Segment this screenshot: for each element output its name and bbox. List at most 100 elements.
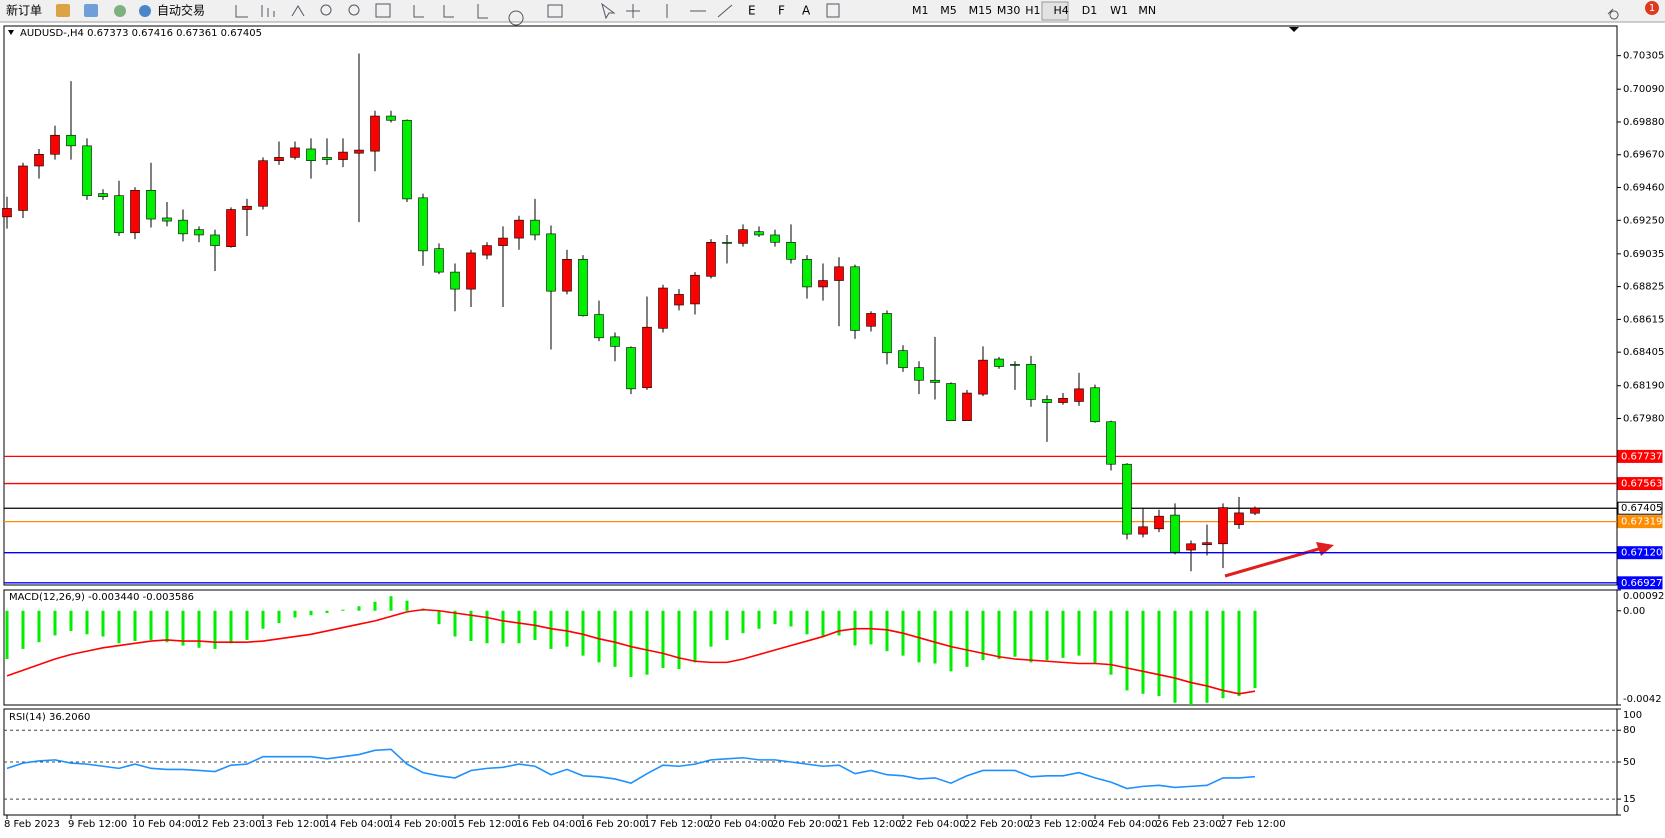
histogram-bar: [741, 610, 745, 634]
timeframe-button[interactable]: M1: [912, 4, 929, 17]
x-tick-label: 16 Feb 04:00: [516, 819, 582, 830]
chart-window: AUDUSD-,H4 0.67373 0.67416 0.67361 0.674…: [3, 25, 1618, 816]
histogram-bar: [965, 610, 969, 667]
histogram-bar: [645, 610, 649, 675]
timeframe-button[interactable]: M5: [940, 4, 957, 17]
y-tick-label: 100: [1623, 710, 1642, 721]
candle-body: [1170, 514, 1180, 553]
candle-body: [1058, 398, 1068, 403]
candle-body: [1122, 463, 1132, 535]
icon[interactable]: F: [778, 4, 785, 18]
candle-body: [1138, 526, 1148, 535]
timeframe-button[interactable]: H4: [1054, 4, 1069, 17]
candle-body: [226, 209, 236, 247]
candle-body: [194, 229, 204, 236]
price-label: 0.67737: [1621, 451, 1662, 462]
price-label-box: [1617, 477, 1663, 491]
candle-body: [962, 392, 972, 421]
candle-body: [1090, 387, 1100, 423]
candle-body: [82, 145, 92, 196]
icon[interactable]: [375, 3, 391, 18]
price-label-box: [1617, 576, 1663, 590]
histogram-bar: [229, 610, 233, 644]
candle-body: [514, 219, 524, 239]
histogram-bar: [181, 610, 185, 646]
candle-body: [1010, 364, 1020, 366]
icon[interactable]: A: [802, 4, 811, 18]
candle-body: [466, 252, 476, 290]
icon[interactable]: [84, 4, 98, 17]
histogram-bar: [757, 610, 761, 629]
macd-title: MACD(12,26,9) -0.003440 -0.003586: [9, 592, 194, 603]
x-tick-label: 23 Feb 12:00: [1028, 819, 1094, 830]
candle-body: [482, 245, 492, 256]
y-tick-label: 0.70090: [1623, 84, 1664, 95]
candle-body: [18, 165, 28, 211]
x-tick-label: 10 Feb 04:00: [132, 819, 198, 830]
histogram-bar: [549, 610, 553, 649]
main-title: AUDUSD-,H4 0.67373 0.67416 0.67361 0.674…: [20, 28, 262, 39]
histogram-bar: [709, 610, 713, 647]
candle-body: [242, 205, 252, 210]
icon[interactable]: [235, 5, 305, 18]
icon[interactable]: E: [748, 4, 756, 18]
histogram-bar: [1221, 610, 1225, 699]
price-label: 0.67405: [1621, 503, 1662, 514]
histogram-bar: [5, 610, 9, 659]
timeframe-button[interactable]: W1: [1110, 4, 1128, 17]
y-tick-label: 0.68405: [1623, 347, 1664, 358]
candle-body: [1042, 399, 1052, 403]
y-tick-label: 80: [1623, 725, 1636, 736]
icon[interactable]: [413, 2, 733, 26]
histogram-bar: [69, 610, 73, 631]
icon[interactable]: [826, 3, 840, 18]
histogram-bar: [453, 610, 457, 637]
macd-panel: [3, 589, 1618, 706]
icon[interactable]: [139, 5, 151, 17]
candle-body: [994, 358, 1004, 367]
timeframe-button[interactable]: M30: [997, 4, 1021, 17]
histogram-bar: [1189, 610, 1193, 705]
histogram-bar: [1173, 610, 1177, 703]
histogram-bar: [1093, 610, 1097, 664]
timeframe-button[interactable]: D1: [1082, 4, 1097, 17]
candle-body: [898, 350, 908, 368]
candle-body: [1202, 542, 1212, 546]
x-tick-label: 20 Feb 04:00: [708, 819, 774, 830]
x-tick-label: 13 Feb 12:00: [260, 819, 326, 830]
candle-body: [738, 229, 748, 244]
y-tick-label: 0.68615: [1623, 314, 1664, 325]
icon[interactable]: [348, 4, 360, 16]
icon[interactable]: [320, 4, 332, 16]
candle-body: [610, 336, 620, 347]
candle-body: [786, 241, 796, 260]
candle-body: [946, 383, 956, 421]
histogram-bar: [1029, 610, 1033, 663]
candle-body: [930, 379, 940, 383]
timeframe-button[interactable]: M15: [969, 4, 993, 17]
candle-body: [114, 195, 124, 234]
auto-trade-button[interactable]: 自动交易: [157, 3, 205, 18]
icon[interactable]: [114, 5, 126, 17]
x-tick-label: 9 Feb 12:00: [68, 819, 127, 830]
x-tick-label: 24 Feb 04:00: [1092, 819, 1158, 830]
new-order-button[interactable]: 新订单: [6, 3, 42, 18]
x-tick-label: 15 Feb 12:00: [452, 819, 518, 830]
candle-body: [882, 313, 892, 354]
histogram-bar: [821, 610, 825, 637]
histogram-bar: [37, 610, 41, 643]
timeframe-button[interactable]: H1: [1025, 4, 1040, 17]
icon[interactable]: [1607, 8, 1619, 20]
candle-body: [562, 259, 572, 292]
candle-body: [130, 190, 140, 234]
candle-body: [1106, 421, 1116, 465]
timeframe-button[interactable]: MN: [1138, 4, 1156, 17]
histogram-bar: [1109, 610, 1113, 675]
toolbar-bg: [0, 0, 1665, 22]
icon[interactable]: [56, 4, 70, 17]
y-tick-label: 0: [1623, 804, 1629, 815]
alert-badge[interactable]: [1645, 1, 1659, 15]
candle-body: [1234, 512, 1244, 525]
histogram-bar: [661, 610, 665, 668]
